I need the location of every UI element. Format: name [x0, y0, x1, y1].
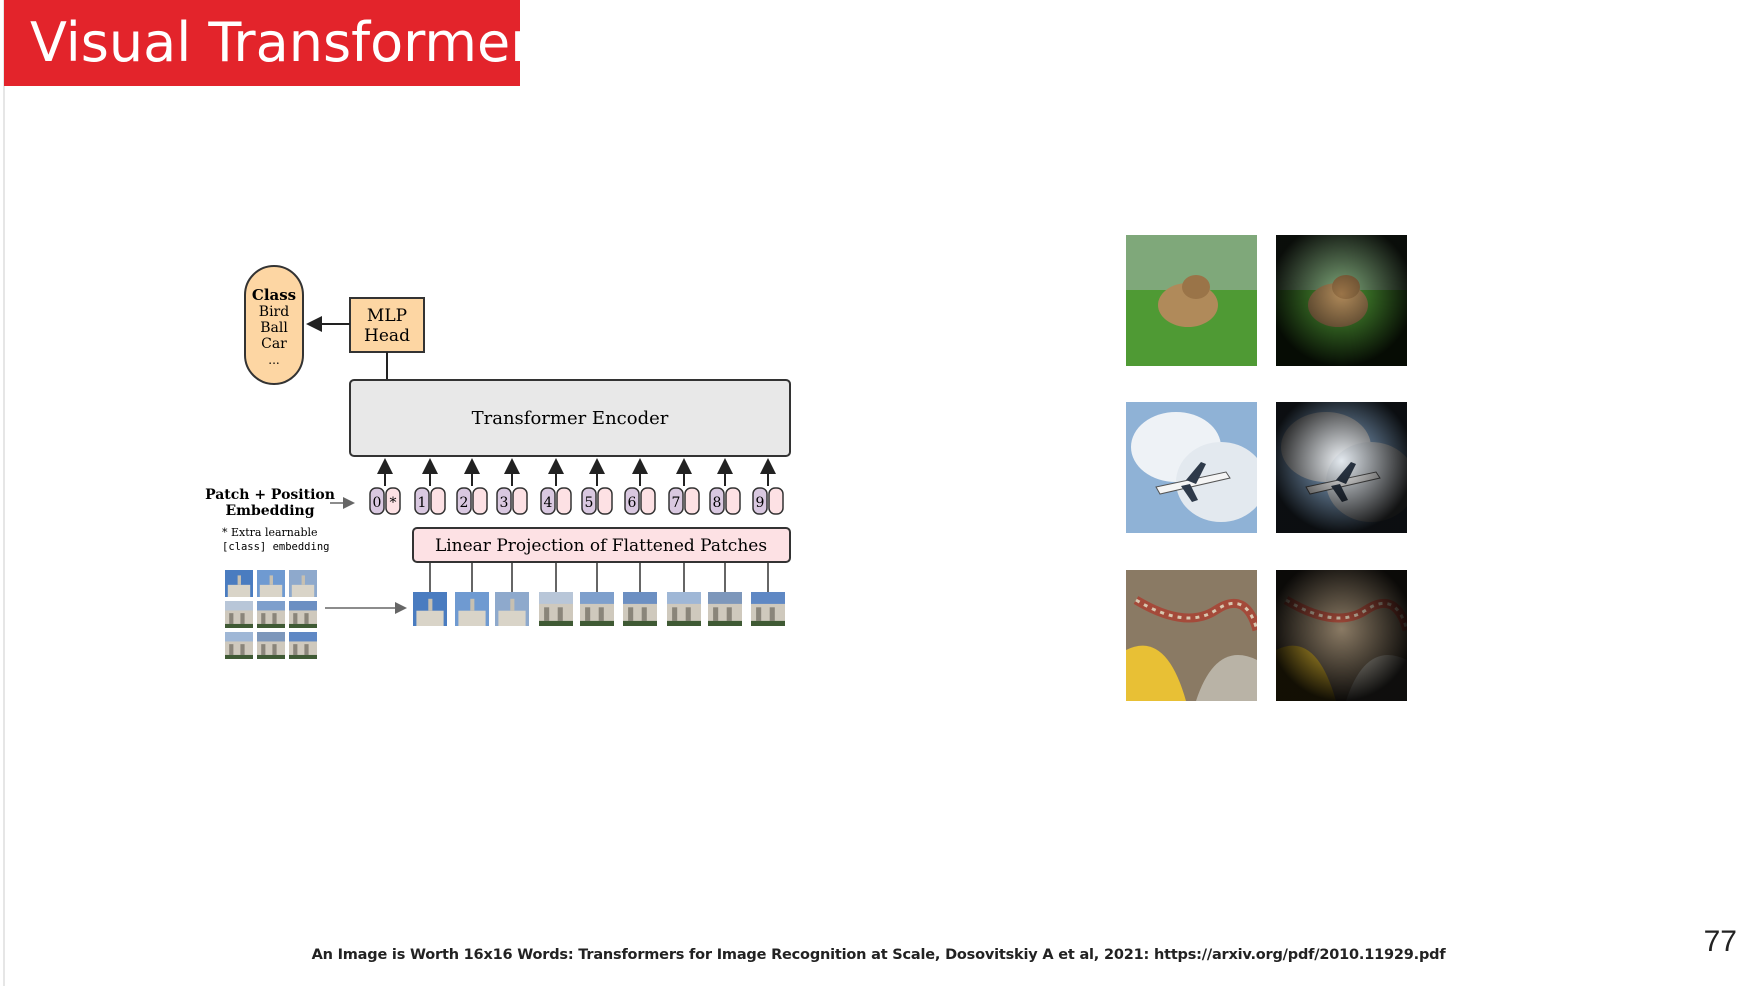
mlp-head-label: MLP [367, 306, 407, 326]
image-patch [580, 592, 614, 626]
class-item: Bird [259, 304, 289, 320]
snake-on-leaves-attention-map [1276, 570, 1407, 701]
position-index-label: 1 [418, 495, 427, 511]
slide-title: Visual Transformer [4, 0, 532, 86]
position-index-label: 7 [672, 495, 681, 511]
patch-embedding-token [556, 487, 572, 515]
image-patch [751, 592, 785, 626]
embedding-label: Embedding [225, 503, 314, 519]
embedding-label: Patch + Position [205, 487, 335, 503]
class-output-box [244, 265, 304, 385]
position-embedding-token [709, 487, 725, 515]
image-patch [539, 592, 573, 626]
position-index-label: 6 [628, 495, 637, 511]
image-patch [413, 592, 447, 626]
position-embedding-token [540, 487, 556, 515]
position-embedding-token [496, 487, 512, 515]
position-embedding-token [624, 487, 640, 515]
class-item: Ball [260, 320, 288, 336]
image-patch [225, 601, 253, 628]
image-patch [289, 632, 317, 659]
patch-embedding-token [768, 487, 784, 515]
linear-projection-label: Linear Projection of Flattened Patches [435, 536, 767, 556]
image-patch [495, 592, 529, 626]
position-index-label: 2 [460, 495, 469, 511]
image-patch [257, 632, 285, 659]
transformer-encoder-box [349, 379, 791, 457]
position-index-label: 5 [585, 495, 594, 511]
position-index-label: 4 [544, 495, 553, 511]
embedding-note: * Extra learnable [222, 526, 318, 539]
snake-on-leaves-input-image [1126, 570, 1257, 701]
position-embedding-token [668, 487, 684, 515]
transformer-encoder-label: Transformer Encoder [472, 408, 669, 429]
citation-footer: An Image is Worth 16x16 Words: Transform… [311, 947, 1446, 963]
slide-left-rule [3, 0, 5, 986]
airplane-in-clouds-attention-map [1276, 402, 1407, 533]
airplane-in-clouds-input-image [1126, 402, 1257, 533]
image-patch [225, 632, 253, 659]
class-token-marker: * [390, 495, 397, 511]
image-patch [225, 570, 253, 597]
class-title: Class [252, 286, 296, 304]
dog-on-grass-attention-map [1276, 235, 1407, 366]
image-patch [257, 601, 285, 628]
patch-embedding-token [640, 487, 656, 515]
position-index-label: 8 [713, 495, 722, 511]
position-index-label: 0 [373, 495, 382, 511]
position-embedding-token [369, 487, 385, 515]
mlp-head-label: Head [364, 326, 410, 346]
patch-embedding-token [597, 487, 613, 515]
patch-embedding-token [725, 487, 741, 515]
position-embedding-token [581, 487, 597, 515]
image-patch [455, 592, 489, 626]
image-patch [708, 592, 742, 626]
position-embedding-token [456, 487, 472, 515]
patch-embedding-token [385, 487, 401, 515]
image-patch [289, 570, 317, 597]
image-patch [667, 592, 701, 626]
patch-embedding-token [512, 487, 528, 515]
linear-projection-box [412, 527, 791, 563]
dog-on-grass-input-image [1126, 235, 1257, 366]
position-embedding-token [414, 487, 430, 515]
position-embedding-token [752, 487, 768, 515]
image-patch [289, 601, 317, 628]
image-patch [257, 570, 285, 597]
patch-embedding-token [472, 487, 488, 515]
patch-embedding-token [684, 487, 700, 515]
patch-embedding-token [430, 487, 446, 515]
position-index-label: 9 [756, 495, 765, 511]
page-number: 77 [1703, 925, 1737, 958]
position-index-label: 3 [500, 495, 509, 511]
class-item: Car [261, 336, 287, 352]
class-item: ... [268, 353, 279, 367]
embedding-note: [class] embedding [222, 541, 329, 553]
image-patch [623, 592, 657, 626]
